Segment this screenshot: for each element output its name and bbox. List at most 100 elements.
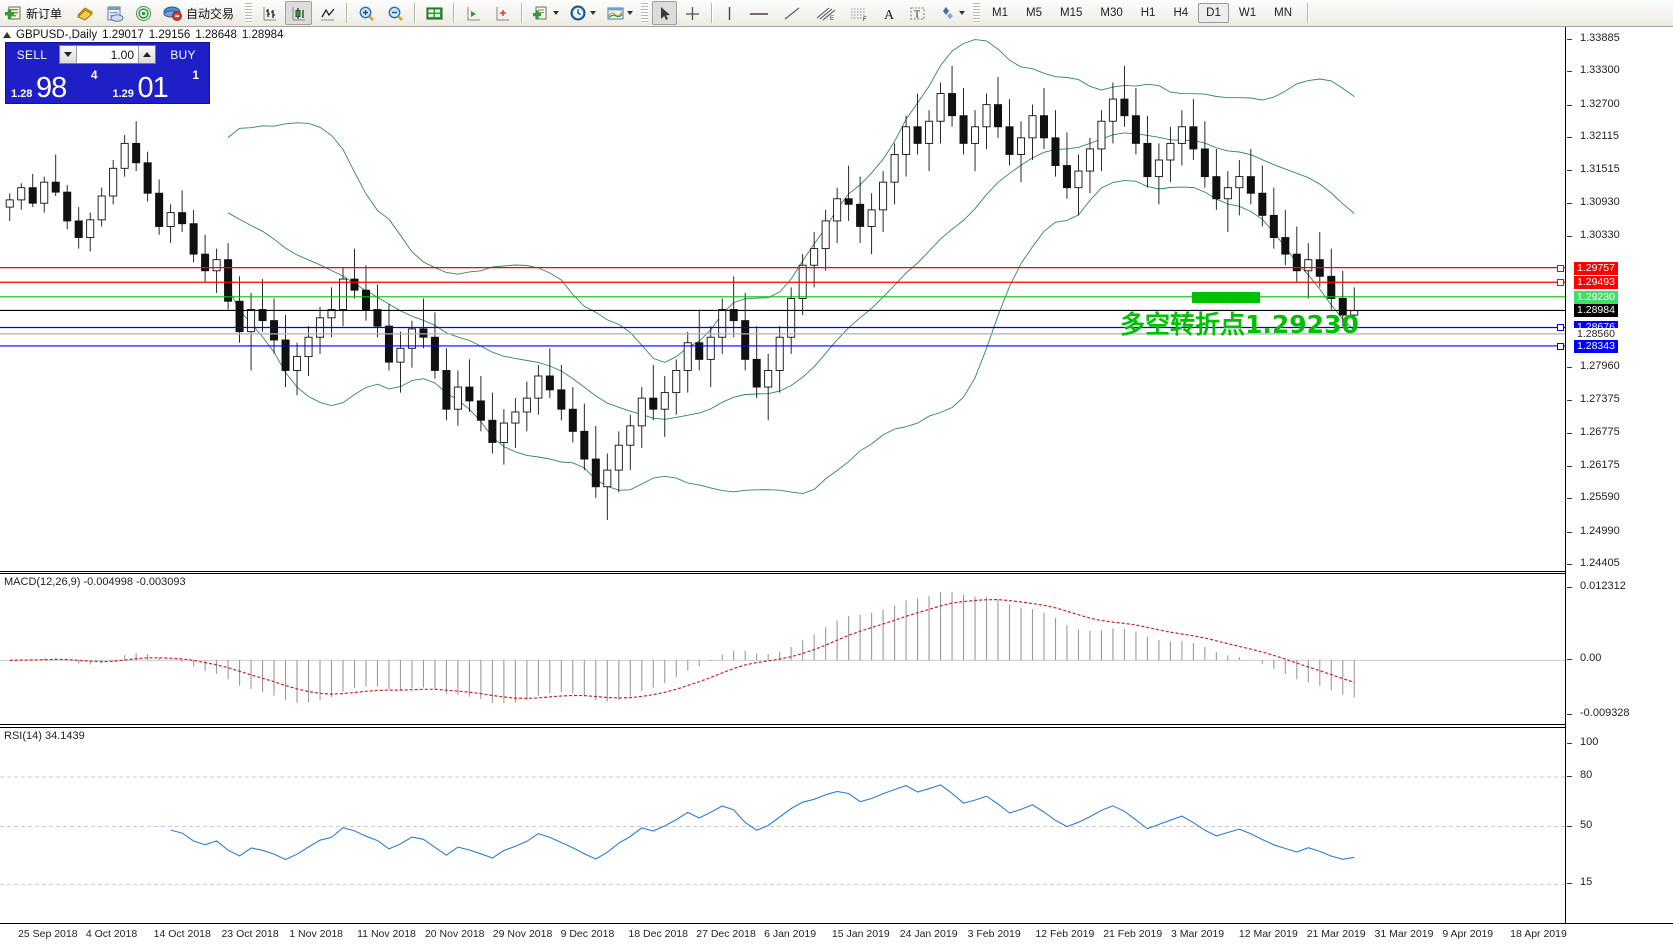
timeframe-mn[interactable]: MN: [1274, 7, 1292, 19]
chevron-down-icon[interactable]: [959, 11, 966, 15]
axis-tick-mark: [1567, 202, 1572, 204]
template-button[interactable]: [528, 1, 563, 25]
level-price-badge[interactable]: 1.29493: [1574, 276, 1618, 290]
timeframe-m15[interactable]: M15: [1060, 7, 1083, 19]
toolbar-grip[interactable]: [245, 3, 253, 23]
auto-trading-button[interactable]: 自动交易: [159, 1, 241, 25]
level-line-handle[interactable]: [1557, 279, 1564, 287]
volume-decrease-button[interactable]: [60, 46, 77, 63]
symbol-name: GBPUSD-,Daily: [16, 29, 98, 41]
crosshair-icon: [683, 5, 702, 22]
vertical-line-button[interactable]: [718, 1, 741, 25]
symbol-open: 1.29017: [102, 29, 144, 41]
date-tick-label: 27 Dec 2018: [696, 928, 756, 940]
annotation-highlight-bar: [1192, 291, 1260, 303]
buy-button[interactable]: BUY: [170, 47, 196, 62]
date-tick-label: 15 Jan 2019: [831, 928, 890, 940]
zoom-in-button[interactable]: [353, 1, 380, 25]
fibonacci-button[interactable]: F: [843, 1, 875, 25]
horizontal-line-button[interactable]: [743, 1, 775, 25]
auto-scroll-button[interactable]: [489, 1, 516, 25]
timeframe-m30[interactable]: M30: [1100, 7, 1123, 19]
cursor-button[interactable]: [652, 1, 678, 25]
chart-area[interactable]: GBPUSD-,Daily 1.29017 1.29156 1.28648 1.…: [0, 27, 1673, 951]
zoom-out-button[interactable]: [382, 1, 409, 25]
data-window-button[interactable]: [101, 1, 128, 25]
axis-tick-label: 1.26775: [1580, 425, 1620, 438]
level-line-handle[interactable]: [1557, 264, 1564, 272]
axis-tick-mark: [1567, 498, 1572, 500]
market-watch-button[interactable]: [421, 1, 448, 25]
auto-trading-icon: [163, 5, 183, 22]
axis-tick-mark: [1567, 465, 1572, 467]
level-price-badge[interactable]: 1.28560: [1574, 327, 1618, 341]
shift-end-button[interactable]: [460, 1, 487, 25]
rsi-tick-mark: [1567, 883, 1572, 885]
rsi-tick-label: 80: [1580, 769, 1593, 781]
volume-increase-button[interactable]: [138, 46, 155, 63]
line-chart-button[interactable]: [314, 1, 341, 25]
indicators-icon: [606, 5, 625, 22]
bar-chart-button[interactable]: [256, 1, 283, 25]
data-window-icon: [105, 5, 124, 22]
indicators-button[interactable]: [602, 1, 637, 25]
text-label-button[interactable]: T: [904, 1, 931, 25]
chevron-down-icon[interactable]: [590, 11, 597, 15]
rsi-tick-label: 50: [1580, 818, 1593, 831]
price-axis[interactable]: 1.33885 1.33300 1.32700 1.32115 1.31515 1.309…: [1565, 27, 1673, 923]
axis-tick-label: 1.33300: [1580, 64, 1620, 77]
macd-pane[interactable]: MACD(12,26,9) -0.004998 -0.003093: [0, 573, 1565, 725]
chevron-down-icon[interactable]: [553, 11, 560, 15]
timeframe-d1[interactable]: D1: [1198, 3, 1229, 23]
timeframe-m1[interactable]: M1: [992, 7, 1009, 19]
rsi-pane[interactable]: RSI(14) 34.1439: [0, 727, 1565, 923]
candlestick-chart-button[interactable]: [285, 1, 313, 25]
trade-panel-top: SELL 1.00 BUY: [6, 43, 209, 66]
periodicity-button[interactable]: [565, 1, 600, 25]
level-line-handle[interactable]: [1557, 342, 1564, 350]
buy-price-cell[interactable]: 1.29 01 1: [108, 66, 209, 104]
rsi-tick-mark: [1567, 743, 1572, 744]
date-tick-label: 14 Oct 2018: [153, 928, 211, 940]
rsi-tick-mark: [1567, 825, 1572, 827]
sell-button[interactable]: SELL: [16, 47, 48, 62]
toolbar-grip[interactable]: [973, 3, 981, 23]
toolbar-separator: [414, 3, 417, 23]
text-button[interactable]: A: [877, 1, 902, 25]
timeframe-m5[interactable]: M5: [1026, 7, 1042, 19]
timeframe-h1[interactable]: H1: [1140, 7, 1156, 19]
date-tick-label: 18 Apr 2019: [1510, 928, 1567, 940]
signals-button[interactable]: [130, 1, 157, 25]
level-price-badge[interactable]: 1.29230: [1574, 290, 1618, 304]
shapes-icon: [937, 5, 957, 22]
annotation-text: 多空转折点1.29230: [1120, 309, 1359, 339]
new-order-button[interactable]: 新订单: [1, 1, 69, 25]
timeframe-h4[interactable]: H4: [1173, 7, 1189, 19]
collapse-triangle-icon[interactable]: [3, 32, 11, 38]
equidistant-channel-button[interactable]: E: [809, 1, 841, 25]
level-line-handle[interactable]: [1557, 324, 1564, 332]
sell-price-cell[interactable]: 1.28 98 4: [6, 66, 108, 104]
axis-tick-mark: [1567, 531, 1572, 533]
auto-scroll-icon: [493, 5, 512, 22]
level-price-badge[interactable]: 1.28984: [1574, 304, 1618, 318]
price-pane[interactable]: GBPUSD-,Daily 1.29017 1.29156 1.28648 1.…: [0, 27, 1565, 572]
level-price-badge[interactable]: 1.28343: [1574, 339, 1618, 353]
equidistant-channel-icon: E: [813, 5, 837, 22]
date-tick-label: 11 Nov 2018: [357, 928, 416, 940]
volume-input[interactable]: 1.00: [77, 46, 138, 63]
crosshair-button[interactable]: [679, 1, 706, 25]
trendline-button[interactable]: [777, 1, 807, 25]
axis-tick-label: 1.27375: [1580, 392, 1620, 405]
axis-tick-mark: [1567, 39, 1572, 40]
timeframe-w1[interactable]: W1: [1238, 7, 1257, 19]
volume-stepper[interactable]: 1.00: [59, 45, 156, 64]
chevron-down-icon[interactable]: [627, 11, 634, 15]
expert-advisors-button[interactable]: [71, 1, 99, 25]
toolbar-grip[interactable]: [641, 3, 649, 23]
fibonacci-icon: F: [847, 5, 871, 22]
axis-tick-label: 1.33885: [1580, 32, 1620, 44]
one-click-trading-panel[interactable]: SELL 1.00 BUY 1.28 98: [5, 42, 210, 104]
level-price-badge[interactable]: 1.29757: [1574, 261, 1618, 275]
shapes-button[interactable]: [933, 1, 969, 25]
